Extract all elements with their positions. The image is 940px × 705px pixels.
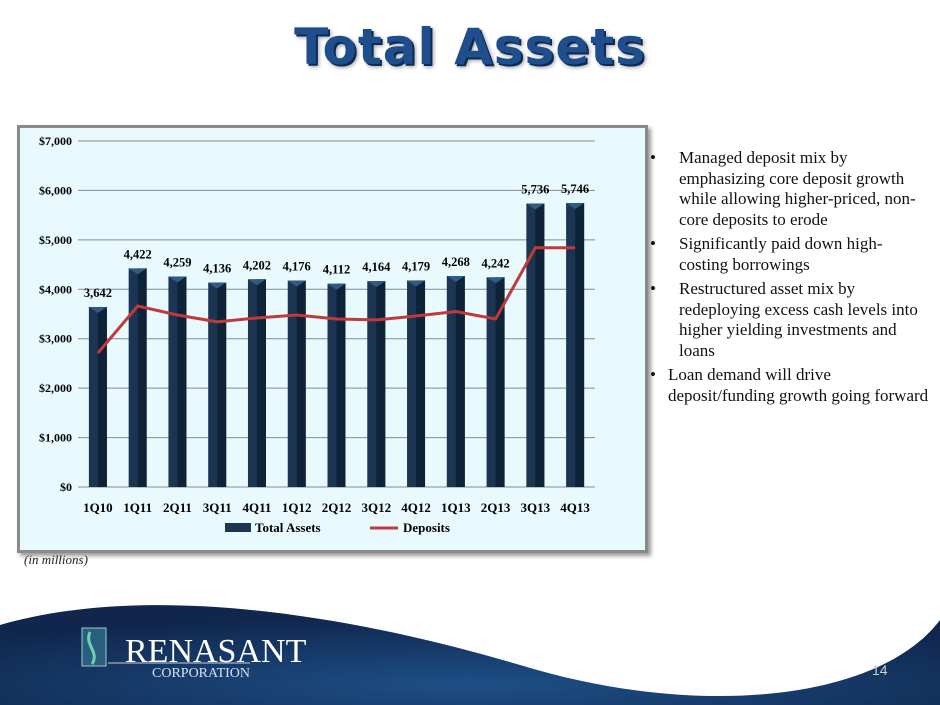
x-tick-label: 2Q12: [322, 500, 352, 515]
data-label: 5,746: [561, 182, 589, 196]
bar-shade: [376, 281, 386, 487]
bar-top: [327, 283, 346, 290]
x-tick-label: 2Q11: [163, 500, 192, 515]
chart-panel: $0 $1,000 $2,000 $3,000 $4,000 $5,000 $6,000 $7…: [17, 125, 648, 553]
legend-swatch-total-assets: [225, 523, 251, 532]
y-tick-label: $6,000: [39, 183, 72, 197]
data-label: 4,136: [203, 262, 231, 276]
bar-top: [128, 268, 147, 275]
bar-top: [407, 280, 426, 287]
bar-shade: [575, 202, 585, 487]
x-tick-label: 1Q10: [83, 500, 113, 515]
data-label: 4,112: [323, 263, 350, 277]
data-label: 4,259: [163, 255, 191, 269]
bar-line-chart: $0 $1,000 $2,000 $3,000 $4,000 $5,000 $6,000 $7…: [39, 134, 595, 535]
bar-shade: [256, 279, 266, 487]
logo-mark: [81, 627, 250, 667]
y-tick-label: $4,000: [39, 282, 72, 296]
legend-label-deposits: Deposits: [403, 520, 450, 535]
bar-shade: [455, 276, 465, 487]
x-tick-label: 1Q11: [123, 500, 152, 515]
footer-wave: [0, 605, 940, 705]
bullet-item: Loan demand will drive deposit/funding g…: [650, 365, 930, 406]
x-tick-label: 1Q13: [441, 500, 471, 515]
bullet-item: Significantly paid down high-costing bor…: [650, 234, 930, 275]
bar-shade: [336, 283, 346, 487]
bar-top: [486, 277, 505, 284]
bullet-item: Restructured asset mix by redeploying ex…: [650, 279, 930, 361]
data-label: 4,179: [402, 259, 430, 273]
logo-subtitle: CORPORATION: [152, 666, 251, 681]
bar-shade: [535, 203, 545, 487]
bar-shade: [137, 268, 147, 487]
bar-top: [247, 279, 266, 286]
bar-shade: [296, 280, 306, 487]
y-tick-label: $1,000: [39, 431, 72, 445]
bullet-item: Managed deposit mix by emphasizing core …: [650, 148, 930, 230]
y-tick-label: $7,000: [39, 134, 72, 148]
bar-shade: [416, 280, 426, 487]
data-label: 4,242: [482, 256, 510, 270]
data-label: 5,736: [521, 182, 549, 196]
data-label: 4,164: [362, 260, 391, 274]
x-tick-label: 1Q12: [282, 500, 312, 515]
x-tick-label: 4Q12: [401, 500, 431, 515]
bar-top: [566, 202, 585, 209]
units-note: (in millions): [24, 552, 88, 567]
bar-top: [367, 281, 386, 288]
bar-shade: [217, 282, 227, 487]
x-tick-label: 4Q11: [243, 500, 272, 515]
data-label: 4,176: [283, 260, 311, 274]
x-tick-label: 3Q12: [361, 500, 391, 515]
bar-top: [208, 282, 227, 289]
x-tick-label: 4Q13: [560, 500, 590, 515]
y-tick-label: $3,000: [39, 332, 72, 346]
slide-title: Total Assets: [294, 18, 646, 76]
x-tick-label: 2Q13: [481, 500, 511, 515]
bar-shade: [177, 276, 187, 487]
bar-top: [168, 276, 187, 283]
data-label: 4,202: [243, 258, 271, 272]
data-label: 4,422: [124, 247, 152, 261]
bar-top: [287, 280, 306, 287]
y-tick-label: $2,000: [39, 381, 72, 395]
data-label: 4,268: [442, 255, 470, 269]
bar-shade: [97, 306, 107, 487]
page-number: 14: [872, 662, 888, 678]
x-tick-label: 3Q13: [521, 500, 551, 515]
logo-name: RENASANT: [125, 633, 307, 670]
bar-top: [446, 276, 465, 283]
bar-top: [88, 306, 107, 313]
y-tick-label: $0: [60, 480, 72, 494]
bullet-list: Managed deposit mix by emphasizing core …: [650, 148, 930, 410]
x-tick-label: 3Q11: [203, 500, 232, 515]
bar-top: [526, 203, 545, 210]
y-tick-label: $5,000: [39, 233, 72, 247]
bar-shade: [495, 277, 505, 487]
data-label: 3,642: [84, 286, 112, 300]
legend-label-total-assets: Total Assets: [255, 520, 321, 535]
